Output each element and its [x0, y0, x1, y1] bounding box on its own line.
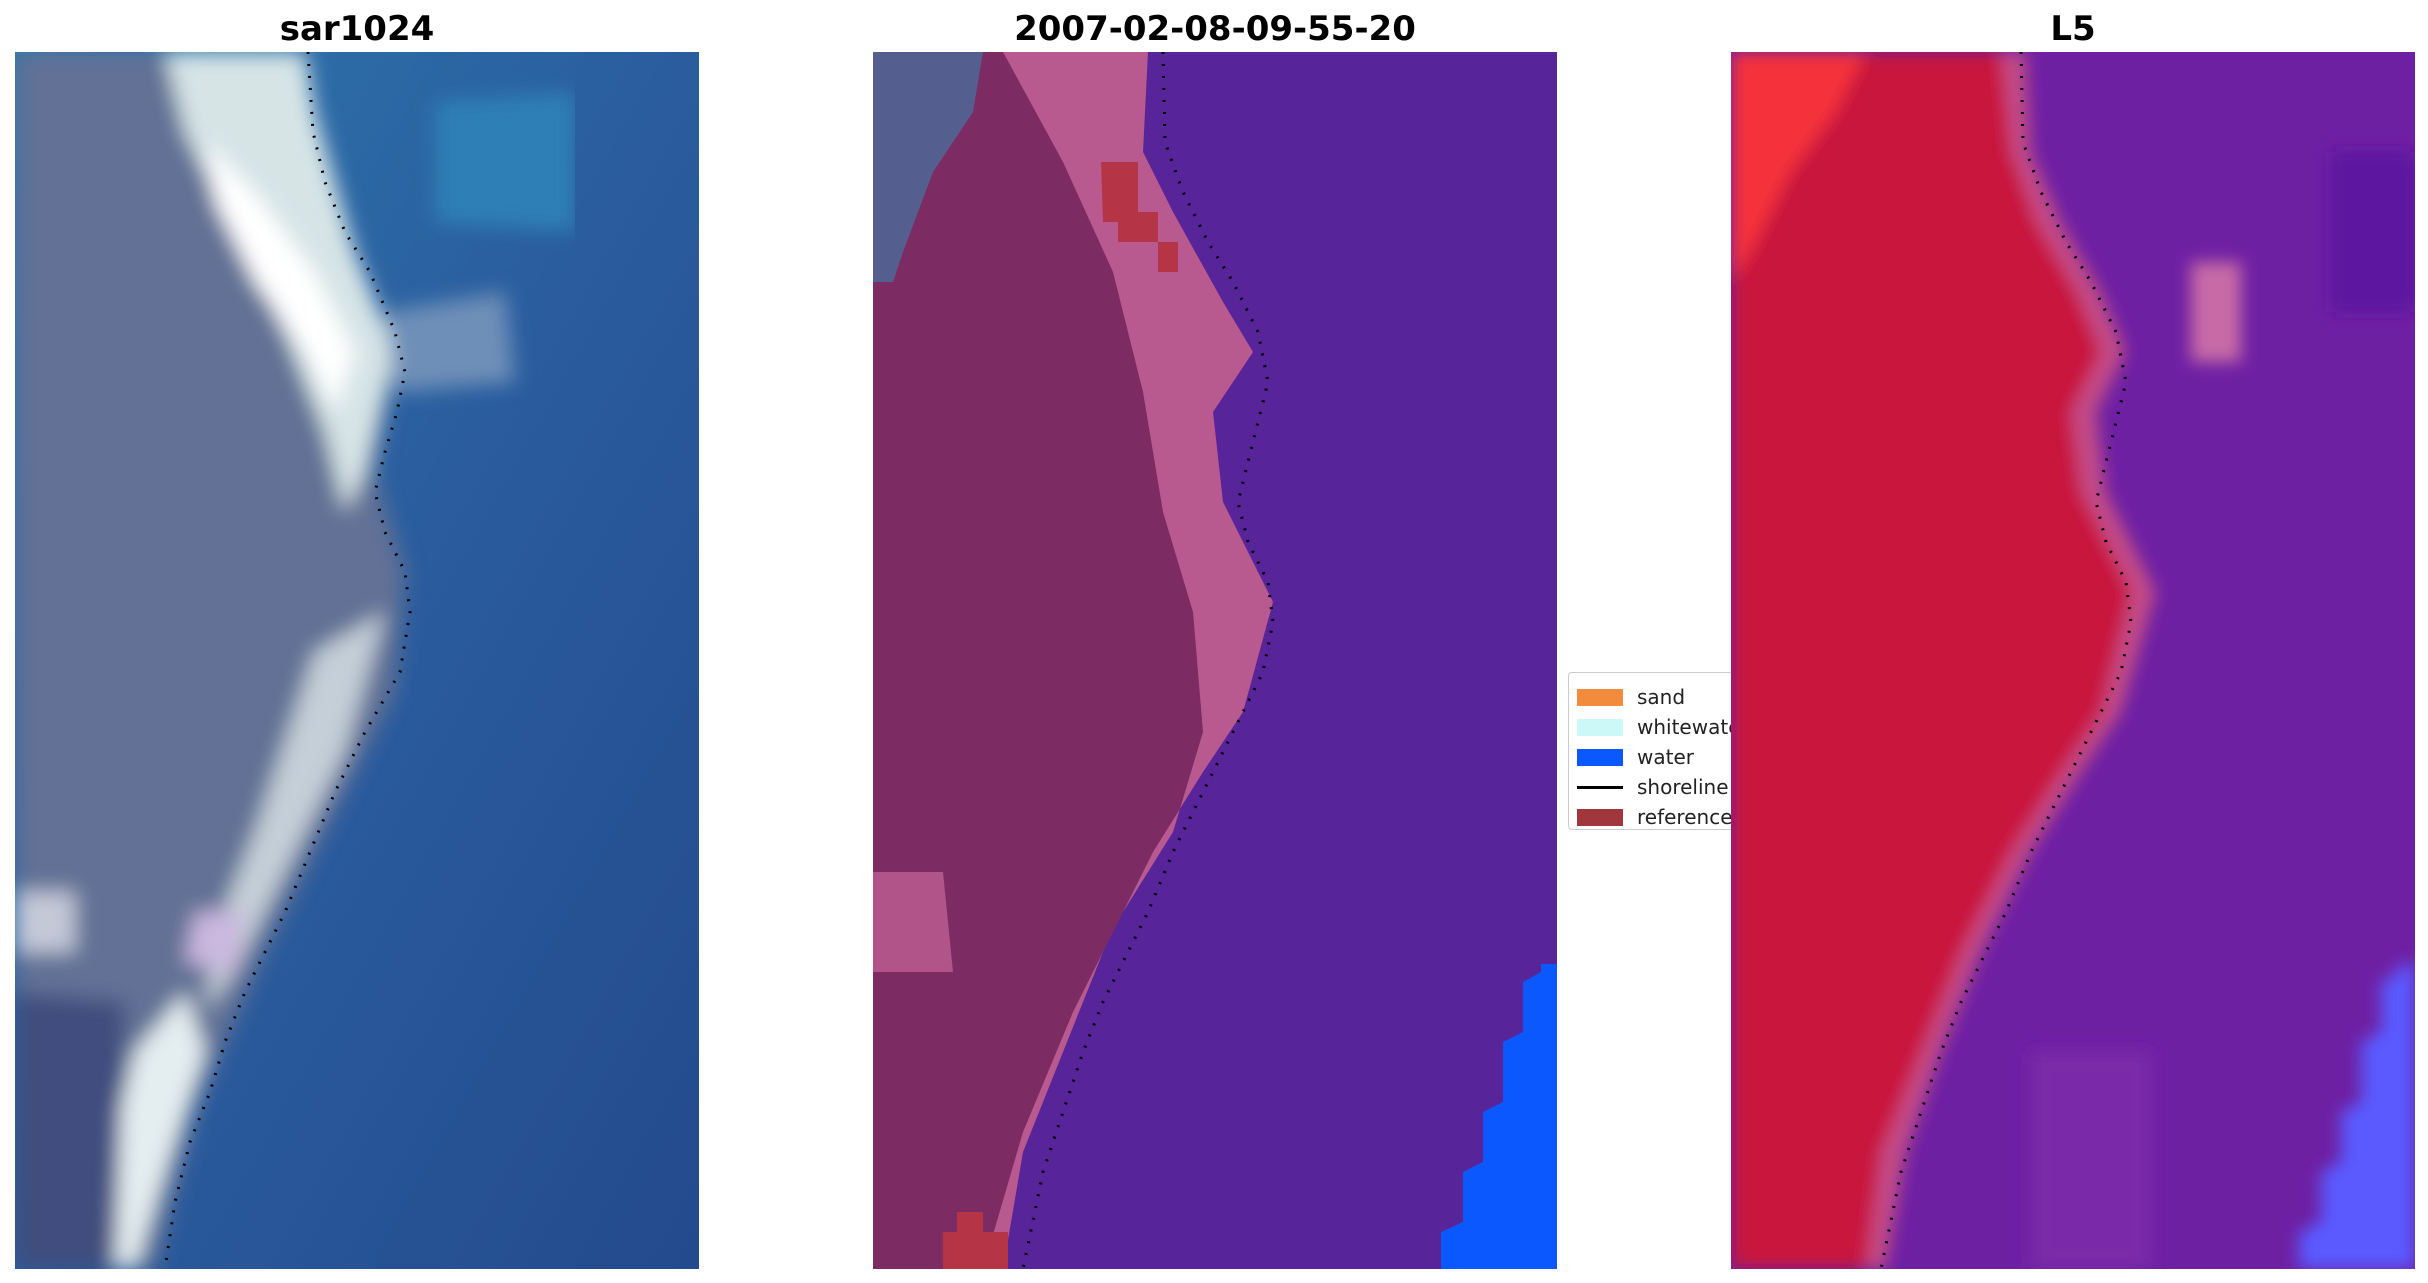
classified-image — [873, 52, 1557, 1269]
false-color-image — [1731, 52, 2415, 1269]
panel-title-classified: 2007-02-08-09-55-20 — [1014, 9, 1416, 49]
panel-title-rgb: sar1024 — [279, 9, 435, 49]
legend-swatch-water — [1577, 748, 1623, 766]
shoreline-path — [163, 52, 412, 1269]
legend-swatch-reference — [1577, 808, 1623, 826]
legend-item-whitewater: whitewater — [1577, 713, 1735, 741]
legend-label-whitewater: whitewater — [1637, 715, 1735, 739]
legend-label-sand: sand — [1637, 685, 1686, 709]
rgb-image-panel — [15, 52, 699, 1269]
legend-line-shoreline — [1577, 785, 1623, 789]
legend-label-reference: reference — [1637, 805, 1733, 829]
panel-title-false-color: L5 — [2050, 9, 2096, 49]
legend-item-water: water — [1577, 743, 1694, 771]
legend-label-shoreline: shoreline — [1637, 775, 1729, 799]
legend-swatch-sand — [1577, 688, 1623, 706]
legend-label-water: water — [1637, 745, 1694, 769]
legend-item-shoreline: shoreline — [1577, 773, 1729, 801]
classified-image-panel — [873, 52, 1557, 1269]
false-color-panel — [1731, 52, 2415, 1269]
legend-item-sand: sand — [1577, 683, 1685, 711]
rgb-image — [15, 52, 699, 1269]
legend-swatch-whitewater — [1577, 718, 1623, 736]
legend: sand whitewater water shoreline referenc… — [1568, 672, 1736, 830]
legend-item-reference: reference — [1577, 803, 1733, 829]
